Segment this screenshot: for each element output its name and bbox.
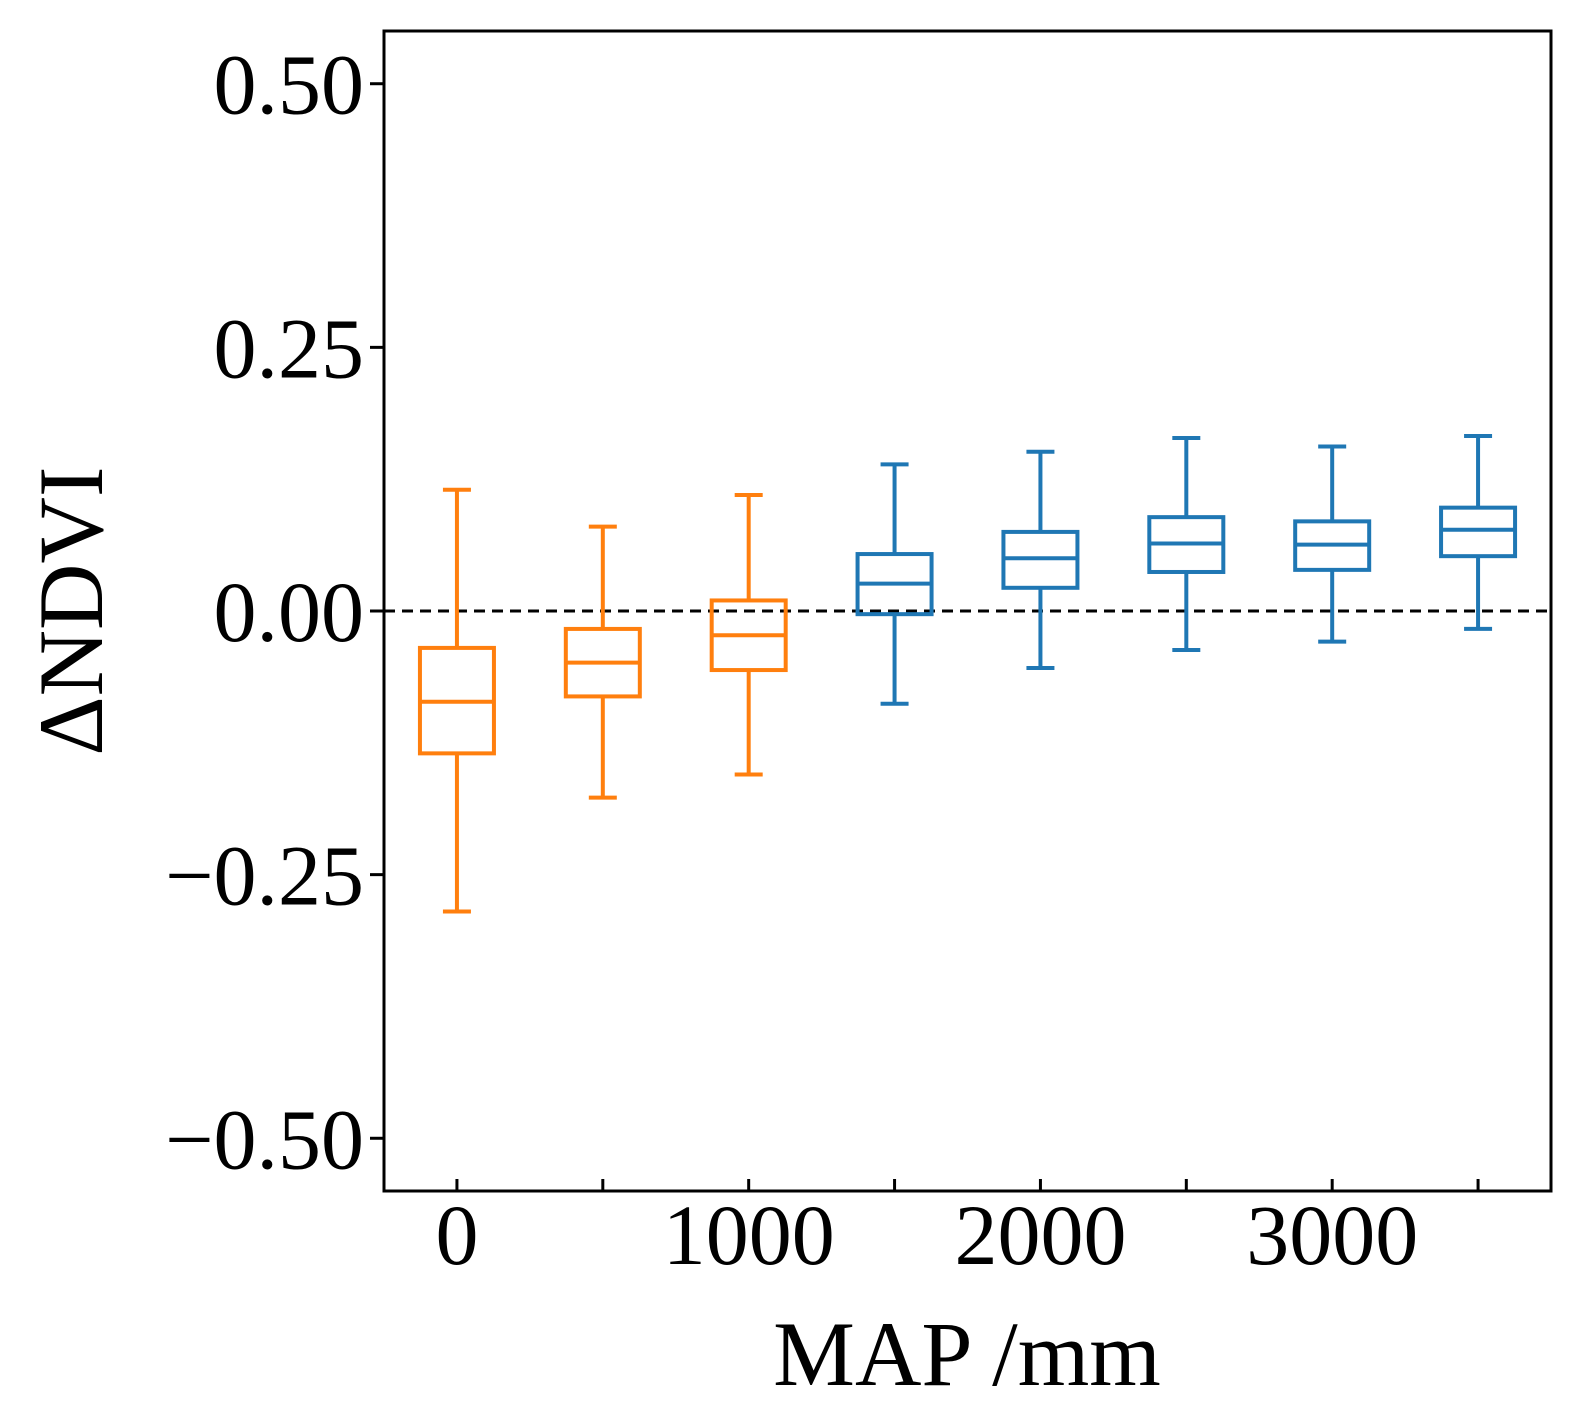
y-tick-label: 0.50 — [214, 37, 365, 133]
x-tick-label: 2000 — [954, 1187, 1126, 1283]
x-tick-label: 3000 — [1246, 1187, 1418, 1283]
box-plot-2000 — [1001, 449, 1080, 670]
axes: 0.50 0.25 0.00 −0.25 −0.50 0 1000 2000 3000 — [165, 37, 1480, 1283]
y-tick-label: −0.50 — [165, 1091, 364, 1187]
y-tick-label: 0.00 — [214, 564, 365, 660]
box-plot-3500 — [1439, 433, 1518, 631]
y-tick-label: 0.25 — [214, 300, 365, 396]
box-plot-2500 — [1147, 436, 1226, 653]
interquartile-box — [1439, 505, 1518, 559]
box-plot-0 — [417, 487, 496, 914]
box-plot-3000 — [1293, 444, 1372, 644]
y-axis-title: ΔNDVI — [20, 466, 122, 755]
x-axis-title: MAP /mm — [773, 1303, 1161, 1405]
plot-area — [384, 433, 1551, 914]
box-plot-500 — [563, 524, 642, 800]
x-tick-label: 1000 — [663, 1187, 835, 1283]
y-tick-label: −0.25 — [165, 828, 364, 924]
box-plot-1000 — [709, 493, 788, 777]
box-plot-1500 — [855, 462, 934, 706]
x-tick-label: 0 — [435, 1187, 478, 1283]
